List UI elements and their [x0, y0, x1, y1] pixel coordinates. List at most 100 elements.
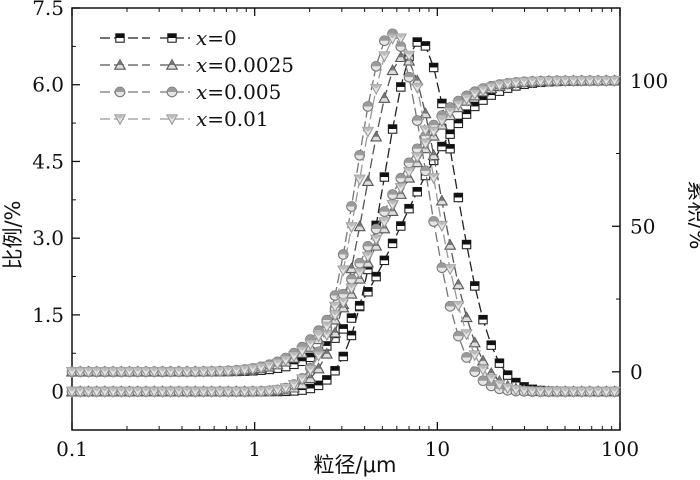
point-x=0.01-fill — [346, 222, 357, 227]
point-x=0.01-fill — [601, 387, 612, 392]
cumulative-point-x=0.01-fill — [190, 367, 201, 372]
point-x=0.01-fill — [173, 387, 185, 392]
cumulative-point-x=0.005-fill — [453, 96, 464, 102]
legend-var: x — [196, 107, 207, 131]
legend-marker-fill — [114, 114, 126, 119]
cumulative-point-x=0-fill — [445, 129, 455, 135]
cumulative-point-x=0-fill — [380, 256, 389, 261]
cumulative-point-x=0.01-fill — [288, 352, 300, 357]
cumulative-point-x=0-fill — [413, 187, 422, 192]
cumulative-point-x=0.01-fill — [379, 217, 390, 223]
cumulative-point-x=0.01-fill — [387, 200, 398, 205]
cumulative-point-x=0.005-fill — [387, 189, 398, 195]
point-x=0.005-fill — [420, 166, 431, 171]
series-line-x=0.01 — [72, 37, 615, 393]
legend-var: x — [196, 26, 207, 50]
point-x=0.01-fill — [91, 387, 102, 392]
point-x=0.0025-fill — [447, 239, 453, 245]
y-axis-left-label: 比例/% — [1, 200, 25, 269]
point-x=0.0025-fill — [496, 376, 503, 382]
point-x=0.01-fill — [231, 387, 242, 392]
point-x=0-fill — [347, 331, 356, 336]
point-x=0.01-fill — [99, 387, 111, 392]
cumulative-point-x=0.01-fill — [576, 76, 587, 81]
cumulative-point-x=0.01-fill — [560, 76, 571, 81]
point-x=0.01-fill — [436, 221, 448, 226]
cumulative-point-x=0.01-fill — [412, 152, 423, 158]
point-x=0.01-fill — [535, 387, 546, 392]
cumulative-point-x=0.005-fill — [354, 258, 365, 264]
cumulative-point-x=0.005-fill — [313, 325, 324, 331]
cumulative-point-x=0.01-fill — [231, 366, 242, 371]
y-left-tick-label: 1.5 — [32, 303, 64, 327]
cumulative-point-x=0.01-fill — [568, 76, 579, 81]
cumulative-point-x=0.01-fill — [132, 367, 143, 372]
cumulative-point-x=0.01-fill — [338, 298, 349, 303]
point-x=0.01-fill — [461, 329, 472, 335]
point-x=0.01-fill — [527, 387, 538, 392]
point-x=0-fill — [487, 340, 496, 346]
cumulative-point-x=0-fill — [339, 324, 348, 329]
cumulative-point-x=0.01-fill — [313, 331, 324, 337]
legend-marker-fill — [115, 87, 125, 92]
cumulative-point-x=0.01-fill — [247, 364, 259, 370]
cumulative-point-x=0.005-fill — [379, 206, 390, 212]
point-x=0.01-fill — [107, 387, 119, 392]
point-x=0.0025-fill — [348, 263, 355, 269]
point-x=0.01-fill — [247, 387, 259, 392]
point-x=0.01-fill — [116, 387, 127, 392]
point-x=0.005-fill — [437, 262, 447, 268]
cumulative-point-x=0-fill — [454, 119, 463, 124]
cumulative-point-x=0.01-fill — [494, 81, 505, 86]
point-x=0-fill — [503, 370, 512, 376]
cumulative-point-x=0.01-fill — [502, 79, 513, 84]
cumulative-point-x=0-fill — [355, 301, 364, 306]
point-x=0.01-fill — [428, 173, 439, 179]
cumulative-point-x=0.005-fill — [363, 241, 373, 247]
cumulative-point-x=0.01-fill — [444, 108, 456, 113]
point-x=0.01-fill — [592, 387, 604, 392]
point-x=0.01-fill — [239, 387, 250, 392]
x-tick-label: 10 — [425, 437, 450, 461]
cumulative-point-x=0-fill — [306, 353, 315, 358]
cumulative-point-x=0.01-fill — [510, 78, 522, 83]
point-x=0.01-fill — [379, 51, 390, 57]
cumulative-point-x=0.01-fill — [296, 346, 308, 351]
point-x=0-fill — [470, 281, 479, 286]
cumulative-point-x=0.01-fill — [535, 77, 546, 82]
point-x=0.01-fill — [305, 365, 316, 370]
cumulative-point-x=0-fill — [371, 272, 381, 277]
cumulative-point-x=0.005-fill — [396, 173, 406, 179]
series-x=0.01 — [65, 33, 621, 398]
cumulative-point-x=0.005-fill — [412, 144, 423, 149]
cumulative-point-x=0.01-fill — [75, 367, 86, 372]
cumulative-point-x=0.01-fill — [592, 76, 604, 81]
cumulative-point-x=0.01-fill — [198, 367, 209, 372]
point-x=0.01-fill — [255, 387, 267, 392]
cumulative-point-x=0.01-fill — [469, 89, 480, 95]
legend-marker-fill — [167, 33, 177, 38]
point-x=0.01-fill — [181, 387, 193, 392]
point-x=0.01-fill — [584, 387, 596, 392]
cumulative-point-x=0.01-fill — [149, 367, 160, 372]
cumulative-point-x=0.01-fill — [527, 77, 538, 82]
cumulative-point-x=0.005-fill — [305, 334, 316, 340]
legend-marker-fill — [167, 87, 177, 92]
point-x=0-fill — [330, 366, 340, 371]
point-x=0-fill — [306, 384, 315, 389]
legend-item-x=0.01: x=0.01 — [100, 107, 269, 131]
point-x=0.01-fill — [338, 266, 349, 271]
cumulative-point-x=0-fill — [404, 204, 414, 209]
point-x=0.01-fill — [453, 301, 464, 306]
cumulative-point-x=0.01-fill — [157, 367, 168, 372]
point-x=0.0025-fill — [373, 131, 379, 137]
point-x=0.01-fill — [75, 387, 86, 392]
point-x=0-fill — [429, 63, 438, 68]
point-x=0-fill — [454, 193, 463, 198]
point-x=0.01-fill — [354, 175, 365, 180]
y-left-tick-label: 3.0 — [32, 226, 64, 250]
point-x=0.0025-fill — [472, 337, 478, 343]
point-x=0.0025-fill — [488, 368, 494, 374]
